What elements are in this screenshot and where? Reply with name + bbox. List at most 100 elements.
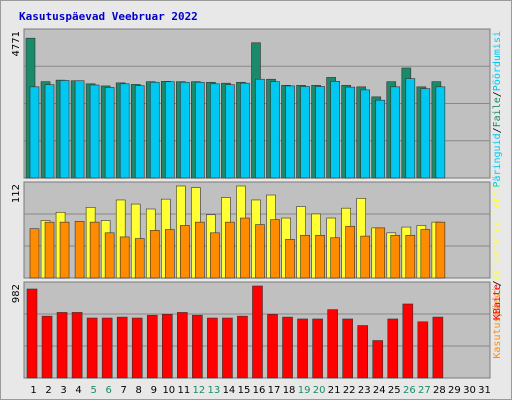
bar-kbytes-kbaite-day-12: [192, 314, 203, 379]
bar-hits-files-päringuid-day-20: [315, 86, 325, 179]
bar-kbytes-kbaite-day-20: [312, 318, 323, 379]
bar-kbytes-kbaite-day-26: [402, 303, 414, 379]
bar-kbytes-kbaite-day-18: [282, 316, 293, 379]
bar-hits-files-päringuid-day-13: [210, 83, 220, 179]
bar-hits-files-päringuid-day-11: [180, 81, 190, 179]
x-tick-label-day-21: 21: [328, 385, 341, 396]
bar-visits-pages-kasutuspäevad-day-23: [360, 235, 371, 279]
legend-item: Külastatud lehti: [492, 184, 503, 280]
bar-kbytes-kbaite-day-28: [432, 316, 444, 379]
x-tick-label-day-12: 12: [193, 385, 206, 396]
bar-visits-pages-kasutuspäevad-day-27: [420, 229, 431, 279]
bar-hits-files-päringuid-day-26: [405, 78, 416, 179]
bar-kbytes-kbaite-day-15: [237, 315, 248, 379]
legend-item: /: [492, 127, 503, 133]
bar-visits-pages-kasutuspäevad-day-14: [225, 221, 235, 279]
bar-visits-pages-kasutuspäevad-day-28: [435, 221, 446, 279]
x-tick-label-day-17: 17: [268, 385, 281, 396]
bar-visits-pages-kasutuspäevad-day-2: [44, 221, 55, 279]
x-tick-label-day-26: 26: [403, 385, 416, 396]
bar-kbytes-kbaite-day-9: [146, 314, 158, 379]
bar-visits-pages-kasutuspäevad-day-16: [255, 224, 265, 279]
bar-hits-files-päringuid-day-4: [74, 80, 85, 179]
bar-visits-pages-kasutuspäevad-day-5: [89, 221, 100, 279]
bar-kbytes-kbaite-day-23: [357, 325, 369, 379]
bar-kbytes-kbaite-day-1: [26, 288, 38, 379]
bar-visits-pages-kasutuspäevad-day-9: [149, 230, 160, 279]
bar-visits-pages-kasutuspäevad-day-13: [210, 232, 220, 279]
bar-hits-files-päringuid-day-14: [225, 84, 235, 179]
x-tick-label-day-1: 1: [30, 385, 36, 396]
bar-hits-files-päringuid-day-10: [164, 81, 175, 179]
bar-kbytes-kbaite-day-11: [177, 312, 188, 379]
x-tick-label-day-11: 11: [177, 385, 190, 396]
bar-hits-files-päringuid-day-23: [360, 89, 371, 179]
bar-hits-files-päringuid-day-25: [390, 86, 401, 179]
bar-kbytes-kbaite-day-19: [297, 318, 308, 379]
bar-kbytes-kbaite-day-13: [207, 317, 218, 379]
panel-hits-files-ymax-label: 4771: [11, 31, 22, 56]
bar-kbytes-kbaite-day-14: [222, 317, 233, 379]
bar-kbytes-kbaite-day-4: [71, 312, 83, 379]
bar-hits-files-päringuid-day-9: [149, 81, 160, 179]
bar-kbytes-kbaite-day-21: [327, 309, 338, 379]
panel-visits-pages-legend: Kasutuspäevi/Külastatud lehti: [492, 184, 503, 359]
x-tick-label-day-29: 29: [448, 385, 461, 396]
bar-visits-pages-kasutuspäevad-day-26: [405, 234, 416, 279]
bar-hits-files-päringuid-day-27: [420, 88, 431, 179]
bar-kbytes-kbaite-day-7: [116, 316, 128, 379]
x-tick-label-day-10: 10: [162, 385, 175, 396]
bar-visits-pages-kasutuspäevad-day-11: [180, 225, 190, 279]
x-tick-label-day-31: 31: [478, 385, 491, 396]
x-tick-label-day-9: 9: [151, 385, 157, 396]
x-tick-label-day-7: 7: [121, 385, 127, 396]
x-tick-label-day-25: 25: [388, 385, 401, 396]
bar-kbytes-kbaite-day-6: [101, 317, 113, 379]
panel-kbytes-ymax-label: 982: [11, 284, 22, 303]
x-tick-label-day-6: 6: [105, 385, 111, 396]
bar-visits-pages-kasutuspäevad-day-19: [300, 234, 310, 279]
bar-visits-pages-kasutuspäevad-day-17: [270, 219, 280, 279]
x-tick-label-day-15: 15: [238, 385, 251, 396]
bar-hits-files-päringuid-day-24: [375, 99, 386, 179]
bar-kbytes-kbaite-day-3: [56, 312, 68, 379]
bar-kbytes-kbaite-day-17: [267, 313, 278, 379]
bar-hits-files-päringuid-day-1: [29, 86, 40, 179]
bar-visits-pages-kasutuspäevad-day-20: [315, 234, 325, 279]
panel-visits-pages-ymax-label: 112: [11, 184, 22, 203]
bar-hits-files-päringuid-day-21: [330, 81, 340, 179]
bar-kbytes-kbaite-day-22: [342, 318, 353, 379]
bar-hits-files-päringuid-day-18: [285, 85, 295, 179]
bar-hits-files-päringuid-day-5: [89, 84, 100, 179]
x-tick-label-day-28: 28: [433, 385, 446, 396]
bar-hits-files-päringuid-day-6: [104, 87, 115, 179]
x-tick-label-day-24: 24: [373, 385, 386, 396]
legend-item: /: [492, 91, 503, 97]
legend-item: Päringuid: [492, 133, 503, 187]
x-tick-label-day-13: 13: [208, 385, 221, 396]
bar-hits-files-päringuid-day-8: [134, 85, 145, 179]
x-tick-label-day-4: 4: [75, 385, 81, 396]
panel-hits-files-legend: Päringuid/Faile/Pöördumisi: [492, 31, 503, 188]
bar-visits-pages-kasutuspäevad-day-12: [195, 221, 205, 279]
x-tick-label-day-5: 5: [90, 385, 96, 396]
bar-kbytes-kbaite-day-8: [131, 317, 143, 379]
legend-item: Pöördumisi: [492, 31, 503, 91]
bar-hits-files-päringuid-day-7: [119, 83, 130, 179]
bar-hits-files-päringuid-day-12: [195, 81, 205, 179]
x-tick-label-day-18: 18: [283, 385, 296, 396]
panel-kbytes-legend: KBaite: [492, 284, 503, 320]
bar-kbytes-kbaite-day-27: [417, 321, 429, 379]
bar-visits-pages-kasutuspäevad-day-6: [104, 232, 115, 279]
bar-kbytes-kbaite-day-24: [372, 340, 384, 379]
x-tick-label-day-23: 23: [358, 385, 371, 396]
x-tick-label-day-22: 22: [343, 385, 356, 396]
bar-hits-files-päringuid-day-3: [59, 80, 70, 179]
bar-visits-pages-kasutuspäevad-day-22: [345, 225, 355, 279]
bar-kbytes-kbaite-day-2: [41, 315, 53, 379]
x-tick-label-day-20: 20: [313, 385, 326, 396]
legend-item: KBaite: [492, 284, 503, 320]
bar-hits-files-päringuid-day-28: [435, 86, 446, 179]
bar-visits-pages-kasutuspäevad-day-10: [164, 229, 175, 279]
bar-hits-files-päringuid-day-17: [270, 81, 280, 179]
